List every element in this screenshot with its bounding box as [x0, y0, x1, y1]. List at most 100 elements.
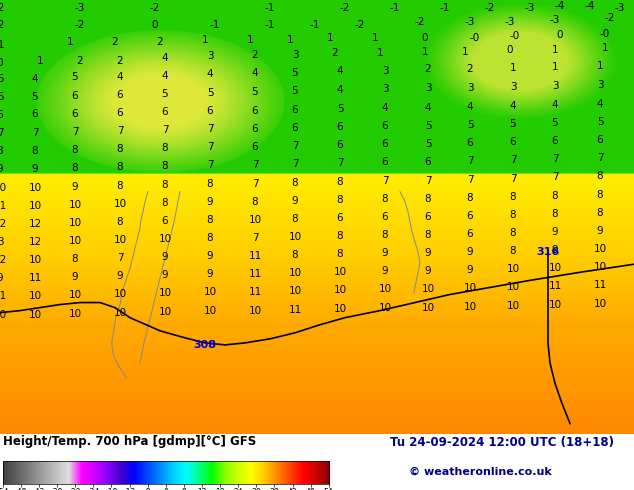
Text: 1: 1: [552, 46, 559, 55]
Text: 6: 6: [425, 212, 431, 222]
Text: 8: 8: [207, 233, 213, 243]
Text: 7: 7: [207, 160, 213, 171]
Text: 316: 316: [536, 247, 560, 257]
Text: 8: 8: [207, 178, 213, 189]
Text: -0: -0: [510, 31, 520, 41]
Text: 9: 9: [467, 247, 474, 257]
Text: 11: 11: [288, 305, 302, 315]
Text: 10: 10: [68, 309, 82, 318]
Text: 8: 8: [382, 194, 388, 204]
Text: 2: 2: [467, 64, 474, 74]
Text: 7: 7: [552, 172, 559, 182]
Text: 6: 6: [32, 109, 38, 119]
Text: 8: 8: [510, 246, 516, 256]
Text: 3: 3: [425, 83, 431, 93]
Text: 11: 11: [29, 273, 42, 283]
Text: 12: 12: [0, 255, 6, 265]
Text: 5: 5: [552, 118, 559, 128]
Text: 8: 8: [72, 145, 79, 155]
Text: -2: -2: [0, 3, 5, 13]
Text: 6: 6: [252, 142, 258, 152]
Text: 10: 10: [507, 282, 519, 293]
Text: 9: 9: [425, 248, 431, 258]
Text: -3: -3: [505, 17, 515, 27]
Text: 2: 2: [425, 64, 431, 74]
Text: 7: 7: [252, 160, 258, 171]
Text: 7: 7: [292, 159, 299, 170]
Text: 4: 4: [162, 71, 168, 81]
Text: 6: 6: [337, 122, 344, 132]
Text: 8: 8: [117, 162, 123, 172]
Text: 10: 10: [288, 269, 302, 278]
Text: -1: -1: [390, 3, 400, 13]
Text: 6: 6: [292, 105, 299, 115]
Text: -4: -4: [585, 1, 595, 11]
Text: 9: 9: [207, 251, 213, 261]
Text: -3: -3: [75, 3, 85, 13]
Text: -2: -2: [0, 20, 5, 30]
Text: -1: -1: [440, 3, 450, 13]
Text: 11: 11: [249, 288, 262, 297]
Text: 6: 6: [382, 157, 388, 168]
Text: 10: 10: [249, 306, 262, 316]
Text: -2: -2: [605, 13, 615, 23]
Text: 1: 1: [202, 35, 209, 46]
Text: 6: 6: [467, 211, 474, 221]
Text: 6: 6: [117, 108, 123, 118]
Text: 10: 10: [113, 308, 127, 318]
Text: 8: 8: [32, 147, 38, 156]
Text: 10: 10: [29, 183, 42, 193]
Text: 8: 8: [337, 249, 344, 259]
Text: 4: 4: [597, 99, 604, 109]
Text: 6: 6: [510, 137, 516, 147]
Text: 10: 10: [29, 310, 42, 319]
Text: -3: -3: [615, 3, 625, 13]
Text: 11: 11: [548, 281, 562, 292]
Text: 8: 8: [510, 210, 516, 220]
Text: 9: 9: [292, 196, 299, 206]
Text: -1: -1: [0, 40, 5, 50]
Text: -2: -2: [485, 3, 495, 13]
Text: 9: 9: [72, 182, 79, 192]
Text: 9: 9: [0, 273, 3, 283]
Text: 10: 10: [0, 310, 6, 319]
Text: 6: 6: [72, 91, 79, 101]
Text: 12: 12: [29, 237, 42, 247]
Text: 8: 8: [467, 193, 474, 203]
Text: 10: 10: [29, 201, 42, 211]
Text: 6: 6: [382, 121, 388, 131]
Text: 10: 10: [113, 199, 127, 209]
Text: 5: 5: [597, 117, 604, 127]
Text: 8: 8: [207, 215, 213, 225]
Text: 8: 8: [382, 230, 388, 240]
Text: 11: 11: [0, 201, 6, 211]
Text: 1: 1: [552, 62, 559, 72]
Text: 7: 7: [510, 173, 516, 183]
Text: 3: 3: [207, 51, 213, 61]
Text: 3: 3: [382, 84, 388, 94]
Text: 11: 11: [249, 251, 262, 261]
Text: 1: 1: [462, 48, 469, 57]
Text: 7: 7: [72, 127, 79, 137]
Text: 5: 5: [425, 139, 431, 149]
Text: 9: 9: [117, 271, 123, 281]
Text: 8: 8: [292, 250, 299, 260]
Text: 4: 4: [337, 85, 344, 95]
Text: -1: -1: [210, 20, 220, 30]
Text: 6: 6: [117, 90, 123, 100]
Text: 8: 8: [597, 190, 604, 199]
Text: 8: 8: [425, 194, 431, 204]
Text: 10: 10: [333, 267, 347, 277]
Text: 5: 5: [292, 68, 299, 77]
Text: 11: 11: [249, 270, 262, 279]
Text: 8: 8: [510, 228, 516, 238]
Text: 10: 10: [158, 307, 172, 317]
Text: 10: 10: [68, 218, 82, 228]
Text: 10: 10: [204, 306, 217, 316]
Text: 4: 4: [467, 102, 474, 112]
Text: 8: 8: [292, 177, 299, 188]
Text: 8: 8: [0, 147, 3, 156]
Text: 2: 2: [117, 55, 123, 66]
Text: Height/Temp. 700 hPa [gdmp][°C] GFS: Height/Temp. 700 hPa [gdmp][°C] GFS: [3, 435, 256, 448]
Text: 11: 11: [593, 280, 607, 291]
